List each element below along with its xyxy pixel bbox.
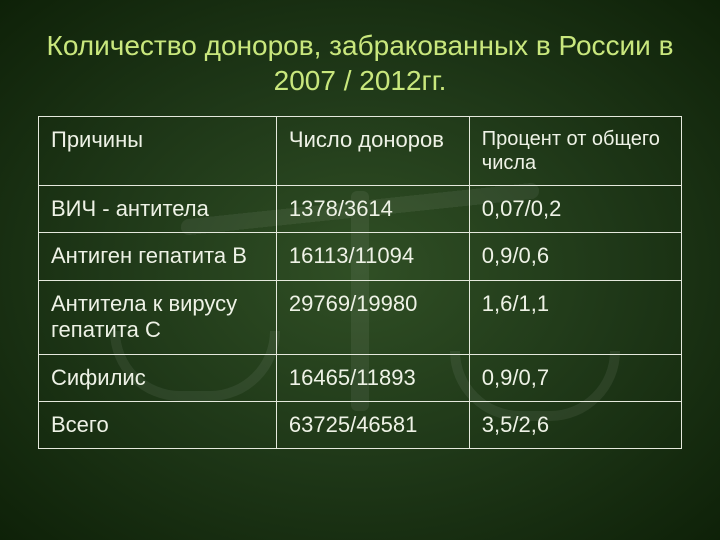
table-row: Сифилис 16465/11893 0,9/0,7 (39, 354, 682, 401)
table-row: Антиген гепатита В 16113/11094 0,9/0,6 (39, 233, 682, 280)
cell-reason: Антиген гепатита В (39, 233, 277, 280)
cell-reason: ВИЧ - антитела (39, 186, 277, 233)
table-header-row: Причины Число доноров Процент от общего … (39, 117, 682, 186)
col-header-count: Число доноров (276, 117, 469, 186)
cell-percent: 0,9/0,7 (469, 354, 681, 401)
slide-title: Количество доноров, забракованных в Росс… (38, 28, 682, 98)
cell-percent: 0,9/0,6 (469, 233, 681, 280)
cell-percent: 0,07/0,2 (469, 186, 681, 233)
cell-count: 1378/3614 (276, 186, 469, 233)
table-row: ВИЧ - антитела 1378/3614 0,07/0,2 (39, 186, 682, 233)
table-row: Всего 63725/46581 3,5/2,6 (39, 401, 682, 448)
col-header-reasons: Причины (39, 117, 277, 186)
donor-rejection-table: Причины Число доноров Процент от общего … (38, 116, 682, 449)
slide: Количество доноров, забракованных в Росс… (0, 0, 720, 540)
cell-percent: 3,5/2,6 (469, 401, 681, 448)
cell-count: 16113/11094 (276, 233, 469, 280)
cell-reason: Всего (39, 401, 277, 448)
cell-count: 16465/11893 (276, 354, 469, 401)
cell-reason: Антитела к вирусу гепатита С (39, 280, 277, 354)
cell-reason: Сифилис (39, 354, 277, 401)
cell-count: 29769/19980 (276, 280, 469, 354)
table-row: Антитела к вирусу гепатита С 29769/19980… (39, 280, 682, 354)
cell-percent: 1,6/1,1 (469, 280, 681, 354)
cell-count: 63725/46581 (276, 401, 469, 448)
col-header-percent: Процент от общего числа (469, 117, 681, 186)
